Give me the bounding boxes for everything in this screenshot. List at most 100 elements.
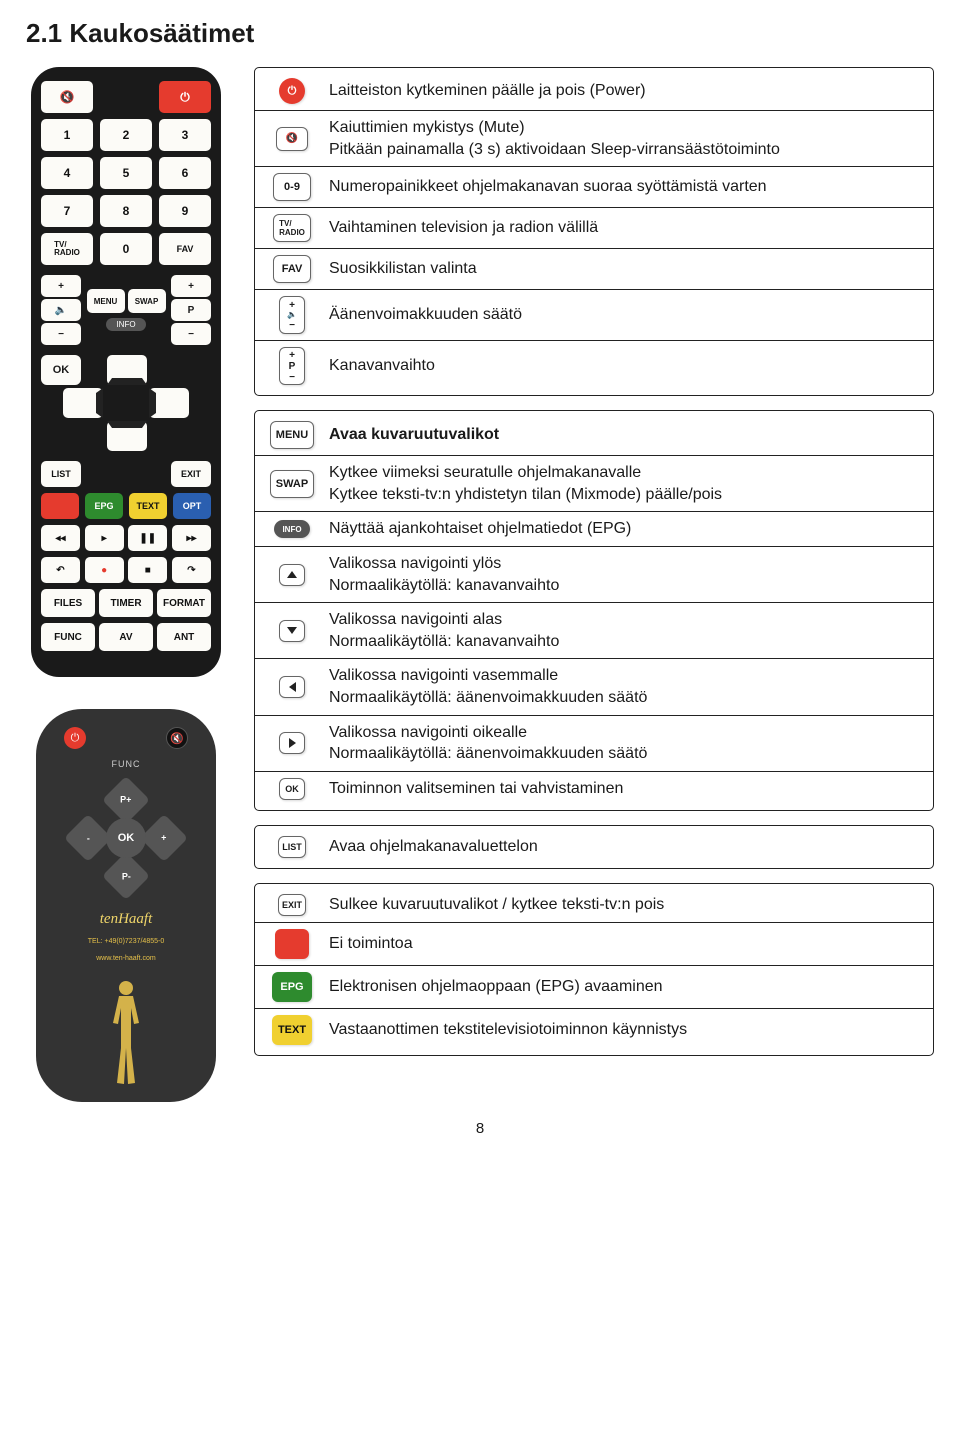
list-item: Valikossa navigointi alasNormaalikäytöll… xyxy=(255,602,933,658)
list-item: OK Toiminnon valitseminen tai vahvistamin… xyxy=(255,771,933,806)
left-column: 🔇 ⏻ 123 456 789 TV/ RADIO0FAV + 🔈 − MENU… xyxy=(26,67,226,1102)
item-desc: Valikossa navigointi vasemmalleNormaalik… xyxy=(329,665,647,708)
list-button[interactable]: LIST xyxy=(41,461,81,487)
item-desc: Vastaanottimen tekstitelevisiotoiminnon … xyxy=(329,1019,687,1041)
forward-button[interactable]: ▸▸ xyxy=(172,525,211,551)
list-item: 🔇Kaiuttimien mykistys (Mute)Pitkään pain… xyxy=(255,110,933,166)
key-7[interactable]: 7 xyxy=(41,195,93,227)
item-desc: Toiminnon valitseminen tai vahvistaminen xyxy=(329,778,623,800)
vol-rocker[interactable]: + 🔈 − xyxy=(41,275,81,345)
list-item: INFONäyttää ajankohtaiset ohjelmatiedot … xyxy=(255,511,933,546)
brand-tel: TEL: +49(0)7237/4855-0 xyxy=(88,938,164,945)
section: ⏻Laitteiston kytkeminen päälle ja pois (… xyxy=(254,67,934,396)
list-item: 0-9 Numeropainikkeet ohjelmakanavan suora… xyxy=(255,166,933,207)
key-8[interactable]: 8 xyxy=(100,195,152,227)
fwd2-button[interactable]: ↷ xyxy=(172,557,211,583)
mute-button[interactable]: 🔇 xyxy=(41,81,93,113)
key-5[interactable]: 5 xyxy=(100,157,152,189)
text-button[interactable]: TEXT xyxy=(129,493,167,519)
small-minus[interactable]: - xyxy=(64,814,112,862)
arrow-down-icon xyxy=(269,620,315,642)
section: MENU Avaa kuvaruutuvalikot SWAP Kytkee viim… xyxy=(254,410,934,811)
nav-right[interactable] xyxy=(149,388,189,418)
func-button[interactable]: FUNC xyxy=(41,623,95,651)
record-button[interactable]: ● xyxy=(85,557,124,583)
key-3[interactable]: 3 xyxy=(159,119,211,151)
list-item: SWAP Kytkee viimeksi seuratulle ohjelmaka… xyxy=(255,455,933,511)
key-icon: FAV xyxy=(269,255,315,283)
item-desc: Numeropainikkeet ohjelmakanavan suoraa s… xyxy=(329,176,767,198)
small-p-minus[interactable]: P- xyxy=(102,852,150,900)
key-6[interactable]: 6 xyxy=(159,157,211,189)
right-column: ⏻Laitteiston kytkeminen päälle ja pois (… xyxy=(254,67,934,1102)
timer-button[interactable]: TIMER xyxy=(99,589,153,617)
p-icon: +P− xyxy=(269,347,315,385)
ant-button[interactable]: ANT xyxy=(157,623,211,651)
menu-button[interactable]: MENU xyxy=(87,289,125,313)
item-desc: Valikossa navigointi oikealleNormaalikäy… xyxy=(329,722,647,765)
key-0[interactable]: 0 xyxy=(100,233,152,265)
ok-button[interactable]: OK xyxy=(41,355,81,385)
epg-button[interactable]: EPG xyxy=(85,493,123,519)
key-icon: OK xyxy=(269,778,315,800)
section: EXITSulkee kuvaruutuvalikot / kytkee tek… xyxy=(254,883,934,1056)
green-icon: EPG xyxy=(269,972,315,1002)
small-ok[interactable]: OK xyxy=(106,818,146,858)
key-icon: TV/ RADIO xyxy=(269,214,315,242)
back-button[interactable]: ↶ xyxy=(41,557,80,583)
item-desc: Suosikkilistan valinta xyxy=(329,258,477,280)
list-item: FAV Suosikkilistan valinta xyxy=(255,248,933,289)
key-2[interactable]: 2 xyxy=(100,119,152,151)
small-power-button[interactable]: ⏻ xyxy=(64,727,86,749)
arrow-up-icon xyxy=(269,564,315,586)
key-9[interactable]: 9 xyxy=(159,195,211,227)
list-item: TEXT Vastaanottimen tekstitelevisiotoimin… xyxy=(255,1008,933,1051)
exit-button[interactable]: EXIT xyxy=(171,461,211,487)
key-4[interactable]: 4 xyxy=(41,157,93,189)
list-item: ⏻Laitteiston kytkeminen päälle ja pois (… xyxy=(255,72,933,110)
yellow-icon: TEXT xyxy=(269,1015,315,1045)
item-desc: Näyttää ajankohtaiset ohjelmatiedot (EPG… xyxy=(329,518,631,540)
av-button[interactable]: AV xyxy=(99,623,153,651)
info-button[interactable]: INFO xyxy=(106,318,145,331)
small-p-plus[interactable]: P+ xyxy=(102,776,150,824)
nav-down[interactable] xyxy=(107,421,147,451)
small-mute-button[interactable]: 🔇 xyxy=(166,727,188,749)
key-icon: SWAP xyxy=(269,470,315,498)
pause-button[interactable]: ❚❚ xyxy=(128,525,167,551)
swap-button[interactable]: SWAP xyxy=(128,289,166,313)
format-button[interactable]: FORMAT xyxy=(157,589,211,617)
brand-url: www.ten-haaft.com xyxy=(96,955,156,962)
play-button[interactable]: ▸ xyxy=(85,525,124,551)
tvradio-button[interactable]: TV/ RADIO xyxy=(41,233,93,265)
item-desc: Elektronisen ohjelmaoppaan (EPG) avaamin… xyxy=(329,976,663,998)
mute-icon: 🔇 xyxy=(269,127,315,151)
item-desc: Avaa kuvaruutuvalikot xyxy=(329,424,499,446)
nav-up[interactable] xyxy=(107,355,147,385)
mute-icon: 🔇 xyxy=(170,732,184,745)
nav-left[interactable] xyxy=(63,388,103,418)
key-icon: EXIT xyxy=(269,894,315,916)
list-item: MENU Avaa kuvaruutuvalikot xyxy=(255,415,933,455)
key-1[interactable]: 1 xyxy=(41,119,93,151)
page-layout: 🔇 ⏻ 123 456 789 TV/ RADIO0FAV + 🔈 − MENU… xyxy=(26,67,934,1102)
rewind-button[interactable]: ◂◂ xyxy=(41,525,80,551)
red-button[interactable] xyxy=(41,493,79,519)
list-item: EXITSulkee kuvaruutuvalikot / kytkee tek… xyxy=(255,888,933,922)
item-desc: Kytkee viimeksi seuratulle ohjelmakanava… xyxy=(329,462,722,505)
power-button[interactable]: ⏻ xyxy=(159,81,211,113)
opt-button[interactable]: OPT xyxy=(173,493,211,519)
item-desc: Vaihtaminen television ja radion välillä xyxy=(329,217,598,239)
fav-button[interactable]: FAV xyxy=(159,233,211,265)
stop-button[interactable]: ■ xyxy=(128,557,167,583)
p-rocker[interactable]: + P − xyxy=(171,275,211,345)
key-icon: 0-9 xyxy=(269,173,315,201)
key-icon: MENU xyxy=(269,421,315,449)
files-button[interactable]: FILES xyxy=(41,589,95,617)
mute-icon: 🔇 xyxy=(60,90,75,104)
small-func-label: FUNC xyxy=(112,759,141,769)
list-item: Valikossa navigointi vasemmalleNormaalik… xyxy=(255,658,933,714)
list-item: TV/ RADIO Vaihtaminen television ja radio… xyxy=(255,207,933,248)
small-navpad: P+ P- - + OK xyxy=(71,783,181,893)
small-plus[interactable]: + xyxy=(140,814,188,862)
